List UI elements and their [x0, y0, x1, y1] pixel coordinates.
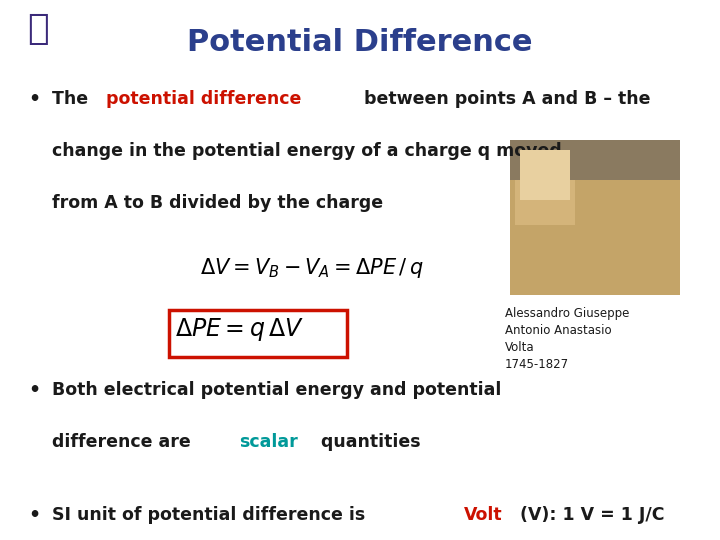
Bar — [510, 140, 680, 180]
Text: between points A and B – the: between points A and B – the — [359, 90, 651, 108]
Text: The: The — [52, 90, 94, 108]
Text: quantities: quantities — [315, 433, 420, 451]
Text: SI unit of potential difference is: SI unit of potential difference is — [52, 506, 372, 524]
Text: $\Delta V = V_B - V_A = \Delta PE\,/\,q$: $\Delta V = V_B - V_A = \Delta PE\,/\,q$ — [200, 256, 423, 280]
Text: •: • — [28, 90, 40, 109]
Text: Volt: Volt — [464, 506, 503, 524]
Text: Alessandro Giuseppe
Antonio Anastasio
Volta
1745-1827: Alessandro Giuseppe Antonio Anastasio Vo… — [505, 307, 629, 371]
Text: Potential Difference: Potential Difference — [187, 28, 533, 57]
Text: $\Delta PE = q\,\Delta V$: $\Delta PE = q\,\Delta V$ — [175, 316, 304, 343]
FancyBboxPatch shape — [169, 310, 347, 357]
Text: 🦎: 🦎 — [27, 12, 49, 46]
Text: difference are: difference are — [52, 433, 197, 451]
Bar — [510, 140, 680, 295]
Text: from A to B divided by the charge: from A to B divided by the charge — [52, 194, 383, 212]
Text: •: • — [28, 506, 40, 525]
Text: change in the potential energy of a charge q moved: change in the potential energy of a char… — [52, 142, 562, 160]
Text: Both electrical potential energy and potential: Both electrical potential energy and pot… — [52, 381, 501, 399]
Text: potential difference: potential difference — [107, 90, 302, 108]
Text: (V): 1 V = 1 J/C: (V): 1 V = 1 J/C — [514, 506, 665, 524]
Text: scalar: scalar — [239, 433, 297, 451]
Bar — [520, 150, 570, 200]
Bar — [515, 145, 575, 225]
Text: •: • — [28, 381, 40, 400]
